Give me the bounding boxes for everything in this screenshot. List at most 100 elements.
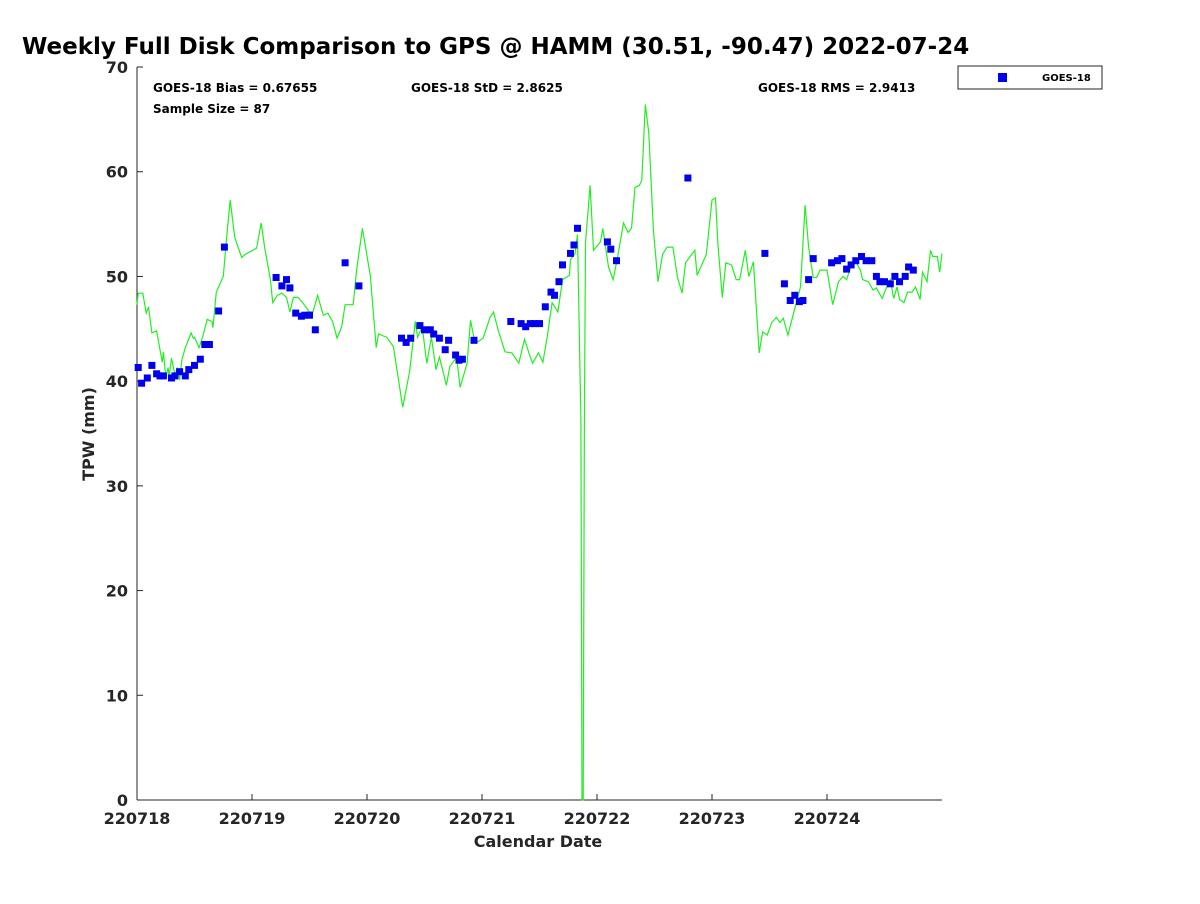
goes-point (176, 368, 184, 376)
goes-point (843, 265, 851, 273)
goes-point (517, 320, 525, 328)
goes-point (458, 355, 466, 363)
goes-point (398, 334, 405, 342)
goes-point (574, 224, 581, 232)
goes-point (341, 259, 349, 267)
goes-point (786, 297, 794, 304)
goes-point (522, 323, 530, 331)
y-tick-label: 20 (106, 582, 128, 601)
goes-point (901, 272, 909, 280)
goes-point (143, 374, 151, 382)
y-tick-label: 40 (106, 372, 128, 391)
goes-point (220, 243, 228, 251)
x-tick-label: 220720 (334, 809, 401, 828)
gps-line (136, 104, 943, 801)
goes-point (567, 249, 574, 257)
goes-point (555, 278, 563, 286)
goes-point (613, 257, 620, 265)
x-axis-label: Calendar Date (474, 832, 603, 851)
goes-point (891, 272, 899, 280)
goes-point (838, 255, 846, 263)
goes-point (809, 255, 817, 263)
goes-point (559, 261, 566, 269)
goes-point (430, 330, 438, 338)
y-axis-label: TPW (mm) (79, 387, 98, 481)
goes-point (201, 341, 209, 348)
goes-point (828, 259, 836, 267)
legend-marker-goes (998, 73, 1007, 82)
goes-point (283, 276, 290, 284)
bias-stat: GOES-18 Bias = 0.67655 (153, 81, 317, 95)
goes-point (905, 263, 913, 271)
goes-series (134, 174, 917, 387)
goes-point (148, 361, 156, 369)
goes-point (181, 372, 189, 380)
goes-point (355, 282, 363, 290)
y-ticks: 0 10 20 30 40 50 60 70 (106, 58, 143, 810)
goes-point (445, 336, 453, 344)
plot-area: 0 10 20 30 40 50 60 70 220718 220719 220720 220721… (104, 58, 943, 828)
x-ticks: 220718 220719 220720 220721 220722 220723 2207… (104, 794, 861, 828)
goes-point (278, 282, 286, 290)
y-tick-label: 70 (106, 58, 128, 77)
goes-point (416, 322, 424, 330)
goes-point (292, 309, 300, 317)
goes-point (603, 238, 611, 246)
goes-point (507, 318, 515, 325)
goes-point (452, 351, 460, 359)
goes-point (852, 257, 860, 265)
goes-point (215, 307, 223, 315)
x-tick-label: 220724 (794, 809, 861, 828)
goes-point (272, 274, 280, 281)
goes-point (196, 355, 204, 363)
goes-point (833, 257, 841, 265)
goes-point (607, 245, 615, 253)
goes-point (531, 320, 539, 328)
goes-point (402, 338, 410, 346)
goes-point (791, 291, 799, 299)
y-tick-label: 50 (106, 267, 128, 286)
goes-point (205, 341, 213, 348)
goes-point (799, 297, 807, 304)
legend-box (957, 65, 1103, 90)
goes-point (311, 326, 319, 334)
goes-point (909, 266, 917, 274)
goes-point (526, 320, 534, 328)
goes-point (872, 272, 880, 280)
goes-point (551, 291, 558, 299)
x-tick-label: 220721 (449, 809, 516, 828)
goes-point (426, 326, 434, 334)
legend: GOES-18 (957, 65, 1103, 90)
goes-point (191, 361, 198, 369)
goes-point (421, 326, 428, 334)
x-tick-label: 220722 (564, 809, 631, 828)
goes-point (761, 249, 769, 257)
goes-point (684, 174, 692, 182)
y-tick-label: 10 (106, 686, 128, 705)
goes-point (868, 257, 876, 265)
gps-series (136, 104, 943, 801)
y-tick-label: 0 (117, 791, 128, 810)
goes-point (134, 364, 142, 371)
goes-point (159, 372, 167, 380)
goes-point (862, 257, 870, 265)
goes-point (881, 278, 888, 286)
goes-point (886, 280, 894, 288)
goes-point (541, 303, 549, 311)
x-tick-label: 220723 (679, 809, 746, 828)
y-tick-label: 60 (106, 163, 128, 182)
goes-point (536, 320, 543, 328)
goes-point (171, 372, 179, 380)
goes-point (441, 346, 449, 354)
goes-point (896, 278, 903, 286)
goes-point (286, 284, 294, 292)
legend-label-goes: GOES-18 (1042, 73, 1091, 84)
goes-point (876, 278, 884, 286)
std-stat: GOES-18 StD = 2.8625 (411, 81, 563, 95)
goes-point (435, 334, 443, 342)
chart-title: Weekly Full Disk Comparison to GPS @ HAM… (22, 34, 969, 60)
goes-point (185, 366, 193, 374)
goes-point (301, 311, 309, 319)
rms-stat: GOES-18 RMS = 2.9413 (758, 81, 915, 95)
